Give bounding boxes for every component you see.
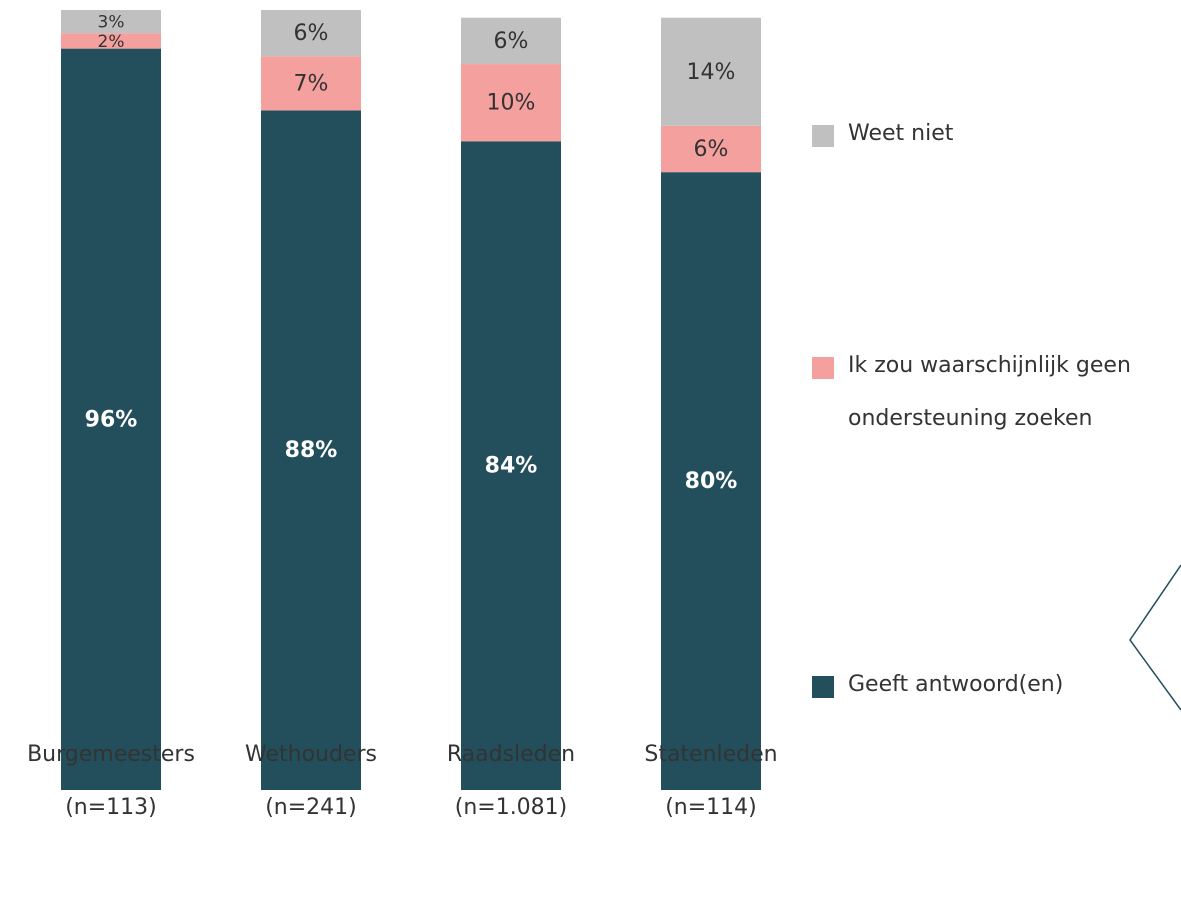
x-tick-note: (n=241) — [265, 795, 357, 820]
bar-segment — [461, 17, 561, 65]
legend-entry: Geeft antwoord(en) — [812, 658, 1181, 711]
value-label: 10% — [487, 91, 536, 116]
bar-segment — [661, 125, 761, 173]
legend-swatch — [812, 125, 834, 147]
legend-entry: Weet niet — [812, 107, 1181, 160]
legend-label: Geeft antwoord(en) — [848, 672, 1064, 697]
value-label: 96% — [85, 407, 138, 432]
x-tick-label: Raadsleden — [447, 742, 575, 767]
legend-swatch — [812, 357, 834, 379]
value-label: 88% — [285, 438, 338, 463]
legend-label: Weet niet — [848, 121, 954, 146]
bar-segment — [261, 10, 361, 57]
bar-segment — [61, 10, 161, 34]
value-label: 2% — [98, 32, 125, 52]
value-label: 3% — [98, 13, 125, 33]
bar-segment — [661, 172, 761, 790]
legend-entry: Ik zou waarschijnlijk geen ondersteuning… — [812, 339, 1181, 445]
x-tick-note: (n=1.081) — [455, 795, 568, 820]
value-label: 80% — [685, 469, 738, 494]
bar-segment — [661, 17, 761, 126]
bar-segment — [261, 110, 361, 790]
value-label: 7% — [294, 71, 329, 96]
bar-segment — [461, 64, 561, 142]
bar-segment — [261, 56, 361, 111]
value-label: 6% — [494, 29, 529, 54]
x-tick-note: (n=114) — [665, 795, 757, 820]
bar-segment — [461, 141, 561, 791]
x-tick-label: Statenleden — [644, 742, 777, 767]
value-label: 84% — [485, 454, 538, 479]
value-label: 14% — [687, 60, 736, 85]
value-label: 6% — [294, 21, 329, 46]
bar-segment — [61, 33, 161, 49]
x-tick-label: Wethouders — [245, 742, 377, 767]
value-label: 6% — [694, 137, 729, 162]
x-tick-note: (n=113) — [65, 795, 157, 820]
legend-label: Ik zou waarschijnlijk geen ondersteuning… — [848, 353, 1131, 431]
x-tick-label: Burgemeesters — [27, 742, 195, 767]
bar-segment — [61, 48, 161, 790]
legend-swatch — [812, 676, 834, 698]
bracket — [1129, 564, 1181, 711]
